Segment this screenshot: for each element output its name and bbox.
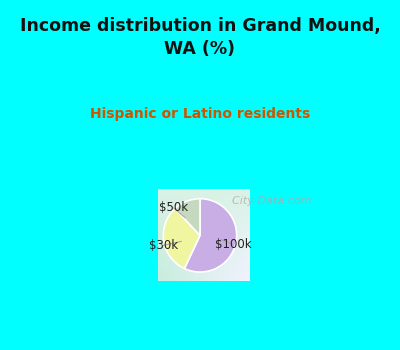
Wedge shape [184, 199, 237, 272]
Text: Income distribution in Grand Mound,
WA (%): Income distribution in Grand Mound, WA (… [20, 18, 380, 58]
Text: $50k: $50k [159, 201, 188, 214]
Wedge shape [175, 199, 200, 235]
Text: $100k: $100k [215, 238, 251, 251]
Text: City-Data.com: City-Data.com [225, 196, 311, 206]
Text: $30k: $30k [149, 239, 178, 252]
Text: Hispanic or Latino residents: Hispanic or Latino residents [90, 107, 310, 121]
Wedge shape [163, 209, 200, 268]
